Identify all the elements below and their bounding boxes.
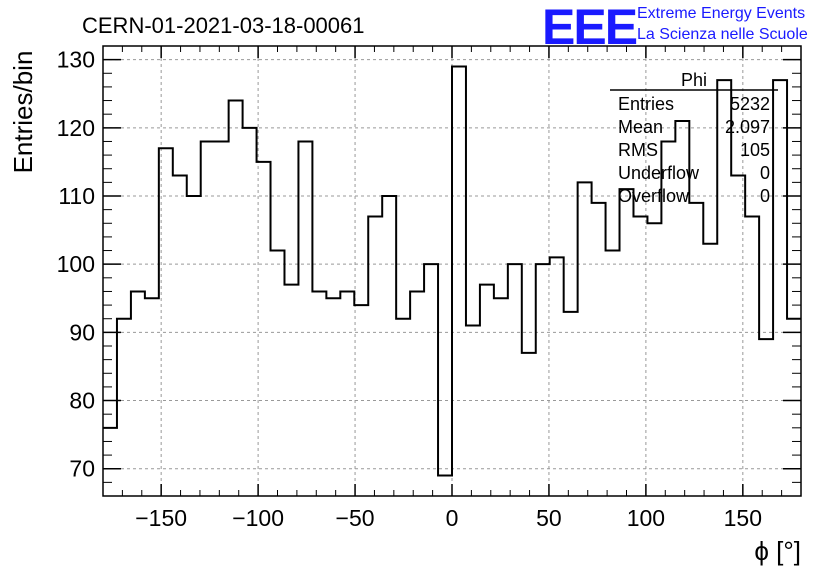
stats-label-mean: Mean	[618, 117, 663, 137]
stats-value-rms: 105	[740, 140, 770, 160]
y-tick-label: 80	[69, 388, 95, 414]
x-tick-label: 100	[627, 505, 665, 531]
stats-label-rms: RMS	[618, 140, 658, 160]
x-tick-label: −100	[232, 505, 284, 531]
tick-labels: −150 −100 −50 0 50 100 150 70 80 90 100 110 120 130	[57, 47, 762, 531]
eee-logo-text: EEE	[542, 0, 637, 55]
stats-label-overflow: Overflow	[618, 186, 690, 206]
stats-label-underflow: Underflow	[618, 163, 700, 183]
y-axis-title: Entries/bin	[8, 51, 38, 174]
x-axis-title: ϕ [°]	[754, 536, 801, 566]
x-tick-label: 0	[446, 505, 459, 531]
stats-box-title: Phi	[681, 70, 707, 90]
axis-ticks	[102, 45, 802, 497]
eee-logo: EEE Extreme Energy Events La Scienza nel…	[542, 0, 808, 55]
x-tick-label: 50	[536, 505, 562, 531]
eee-logo-line2: La Scienza nelle Scuole	[637, 26, 808, 43]
y-tick-label: 120	[57, 115, 95, 141]
y-tick-label: 110	[58, 183, 95, 209]
y-tick-label: 90	[69, 319, 95, 345]
x-tick-label: −150	[135, 505, 187, 531]
histogram-series-line	[103, 65, 801, 477]
y-tick-label: 70	[69, 456, 95, 482]
stats-box: Phi Entries 5232 Mean 2.097 RMS 105 Unde…	[610, 70, 778, 206]
y-tick-label: 100	[57, 251, 95, 277]
eee-logo-line1: Extreme Energy Events	[637, 5, 805, 22]
stats-value-overflow: 0	[760, 186, 770, 206]
x-tick-label: −50	[336, 505, 375, 531]
stats-value-underflow: 0	[760, 163, 770, 183]
x-tick-label: 150	[724, 505, 762, 531]
run-title: CERN-01-2021-03-18-00061	[82, 13, 365, 38]
y-tick-label: 130	[57, 47, 95, 73]
stats-label-entries: Entries	[618, 94, 674, 114]
stats-value-entries: 5232	[730, 94, 770, 114]
stats-value-mean: 2.097	[725, 117, 770, 137]
